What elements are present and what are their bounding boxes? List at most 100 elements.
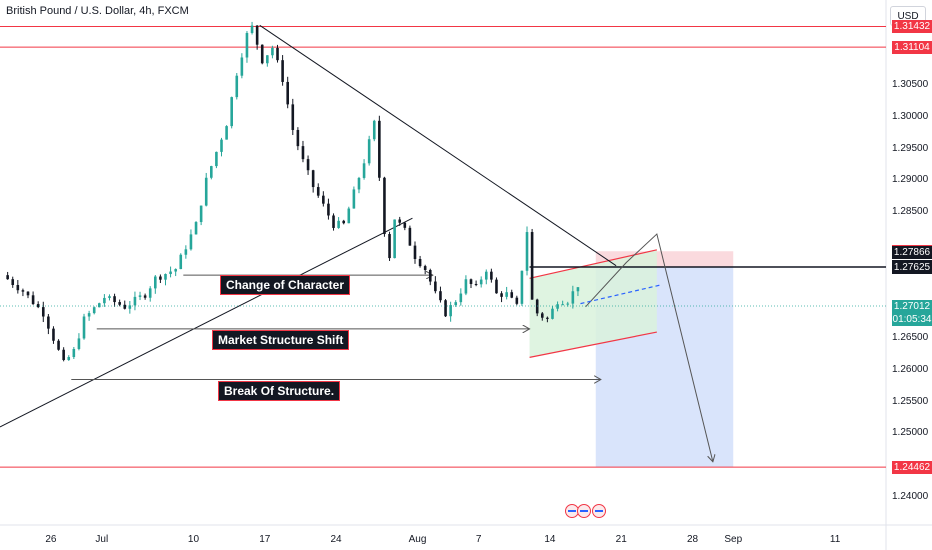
candle-body xyxy=(301,146,305,160)
economic-event-icon[interactable] xyxy=(592,504,606,518)
change-of-character-label: Change of Character xyxy=(220,275,351,295)
price-badge: 1.27012 01:05:34 xyxy=(892,299,932,326)
price-badge: 1.24462 xyxy=(892,460,932,474)
candle-body xyxy=(266,55,269,64)
candle-body xyxy=(571,291,575,304)
candle-body xyxy=(47,316,50,329)
y-tick-label: 1.29000 xyxy=(892,174,929,186)
projection-path xyxy=(585,233,713,462)
candle-body xyxy=(434,281,437,292)
candle-body xyxy=(418,259,422,267)
x-tick-label: 14 xyxy=(544,534,556,545)
candle-body xyxy=(77,338,81,349)
candle-body xyxy=(225,126,228,140)
candle-body xyxy=(367,139,371,164)
candle-body xyxy=(474,283,478,285)
economic-event-icon[interactable] xyxy=(577,504,591,518)
candle-body xyxy=(444,300,447,317)
trendline xyxy=(259,24,617,267)
candle-body xyxy=(123,304,127,309)
candle-body xyxy=(413,245,417,260)
candle-body xyxy=(551,308,554,319)
y-tick-label: 1.30500 xyxy=(892,79,929,91)
candle-body xyxy=(138,295,142,297)
candle-body xyxy=(159,276,162,280)
y-tick-label: 1.28500 xyxy=(892,205,929,217)
x-tick-label: 24 xyxy=(330,534,342,545)
candle-body xyxy=(546,317,549,319)
chart-title: British Pound / U.S. Dollar, 4h, FXCM xyxy=(6,5,189,17)
market-structure-shift-label: Market Structure Shift xyxy=(212,330,350,350)
candle-body xyxy=(194,222,198,235)
channel-lower-line xyxy=(529,331,657,358)
candle-body xyxy=(332,215,335,228)
candle-body xyxy=(52,328,55,341)
candle-body xyxy=(210,166,213,178)
x-tick-label: 7 xyxy=(475,534,482,545)
y-tick-label: 1.26000 xyxy=(892,364,929,376)
candle-body xyxy=(199,205,203,223)
candle-body xyxy=(189,234,193,250)
y-tick-label: 1.25500 xyxy=(892,395,929,407)
candle-body xyxy=(327,203,330,216)
candle-body xyxy=(469,279,473,284)
candle-body xyxy=(250,25,254,33)
candle-body xyxy=(306,159,310,171)
candle-body xyxy=(174,269,177,272)
price-badge: 1.27625 xyxy=(892,260,932,274)
candle-body xyxy=(388,234,391,259)
candle-body xyxy=(72,348,76,358)
candle-body xyxy=(92,307,96,314)
candle-body xyxy=(21,290,25,292)
candle-body xyxy=(281,60,284,82)
x-tick-label: 21 xyxy=(615,534,627,545)
candle-body xyxy=(118,302,121,305)
candle-body xyxy=(26,291,30,296)
candle-body xyxy=(220,139,223,152)
candle-body xyxy=(495,279,498,294)
x-tick-label: Jul xyxy=(95,534,109,545)
candle-body xyxy=(82,316,86,339)
candle-body xyxy=(16,285,20,291)
price-badge: 1.31432 xyxy=(892,19,932,33)
x-tick-label: 17 xyxy=(259,534,271,545)
candle-body xyxy=(260,44,264,64)
candle-body xyxy=(520,270,524,304)
channel-zone xyxy=(529,249,657,358)
price-badge-value: 1.27012 xyxy=(893,300,931,312)
candle-body xyxy=(530,232,534,300)
x-tick-label: Aug xyxy=(408,534,427,545)
price-badge: 1.31104 xyxy=(892,40,932,54)
candle-body xyxy=(484,271,488,280)
candle-body xyxy=(128,305,132,309)
candle-body xyxy=(31,295,35,305)
price-badge-value: 1.24462 xyxy=(893,461,931,473)
candle-body xyxy=(311,170,315,188)
candle-body xyxy=(179,254,183,270)
x-tick-label: 10 xyxy=(187,534,200,545)
y-tick-label: 1.29500 xyxy=(892,142,929,154)
candle-body xyxy=(505,292,508,297)
candle-body xyxy=(133,296,137,306)
candle-body xyxy=(408,227,412,246)
candle-body xyxy=(6,275,9,280)
candle-body xyxy=(525,232,529,271)
candle-body xyxy=(36,304,40,308)
candle-body xyxy=(41,307,45,317)
candle-body xyxy=(535,299,539,314)
candle-body xyxy=(57,340,60,350)
candle-body xyxy=(454,302,458,306)
candle-body xyxy=(439,291,442,301)
candle-body xyxy=(204,177,208,206)
candle-body xyxy=(113,296,116,303)
price-badge-value: 1.27625 xyxy=(893,261,931,273)
candle-body xyxy=(235,75,239,98)
price-badge-value: 1.31104 xyxy=(894,41,930,53)
candle-body xyxy=(11,279,15,286)
candle-body xyxy=(240,57,244,76)
price-badge-value: 1.27866 xyxy=(893,246,931,258)
x-tick-label: 26 xyxy=(45,534,57,545)
y-tick-label: 1.26500 xyxy=(892,332,929,344)
candle-body xyxy=(378,120,381,178)
